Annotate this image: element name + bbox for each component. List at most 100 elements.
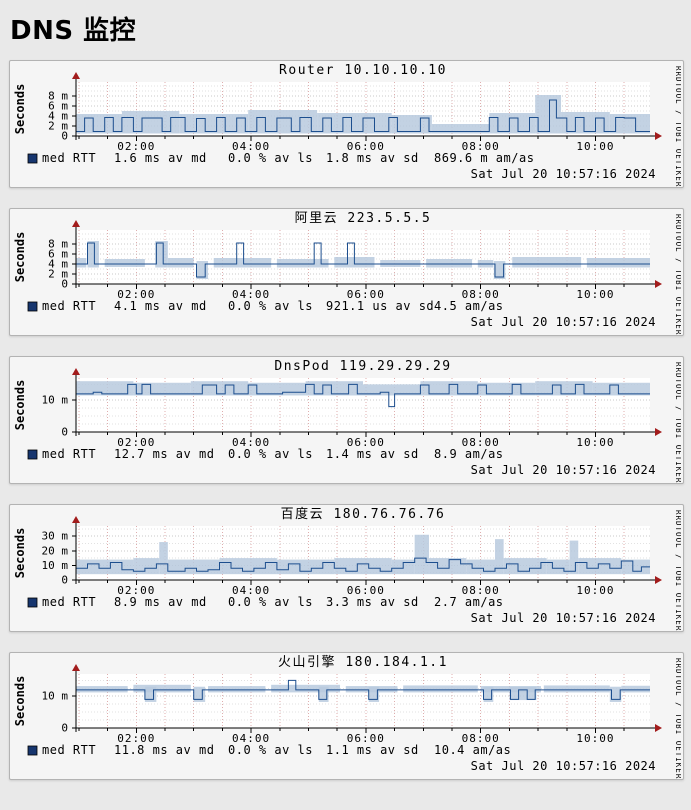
y-tick-label: 6 m [48,100,68,113]
x-axis-arrow-icon [655,724,662,732]
smoke-band [609,114,650,134]
smoke-band [543,685,610,693]
smoke-band [466,559,496,575]
smoke-band [512,257,582,268]
smoke-band [493,261,506,279]
legend-stat-1: 4.1 ms av md [114,299,207,313]
graph-title: DnsPod 119.29.29.29 [274,359,451,374]
legend-swatch [27,449,38,460]
smoke-band [276,559,335,575]
graph-title: Router 10.10.10.10 [279,63,447,78]
legend-stat-1: 12.7 ms av md [114,447,214,461]
smoke-band [578,558,622,575]
legend-stat-3: 3.3 ms av sd [326,595,419,609]
smoke-band [167,559,220,575]
smoke-band [271,684,341,693]
legend-swatch [27,745,38,756]
smoke-band [334,558,392,575]
y-axis-title: Seconds [13,84,27,135]
legend-stat-4: 869.6 m am/as [434,151,534,165]
smoke-band [429,558,467,575]
median-line [76,557,650,572]
graph-title: 百度云 180.76.76.76 [281,506,446,522]
x-tick-label: 10:00 [576,584,614,597]
legend-stat-2: 0.0 % av ls [228,595,313,609]
x-tick-label: 06:00 [347,584,385,597]
y-tick-label: 0 [61,574,68,587]
rrd-graph-2[interactable]: 02 m4 m6 m8 m 02:00 04:00 06:00 08:00 10:00 阿里… [10,209,681,335]
legend-stat-1: 1.6 ms av md [114,151,207,165]
smoke-band [621,559,650,575]
rrdtool-credit: RRDTOOL / TOBI OETIKER [674,66,681,187]
x-tick-label: 04:00 [232,288,270,301]
x-axis-arrow-icon [655,428,662,436]
graph-timestamp: Sat Jul 20 10:57:16 2024 [471,759,656,773]
y-axis-title: Seconds [13,232,27,283]
smoke-band [276,259,329,268]
smoke-band [592,382,650,396]
graph-title: 火山引擎 180.184.1.1 [278,655,448,670]
legend-label: med RTT [42,299,96,313]
smoke-band [213,258,272,268]
y-tick-label: 30 m [42,530,69,543]
rrd-graph-4[interactable]: 0 10 m 20 m30 m 02:00 04:00 06:00 08:00 10:00 百度… [10,505,681,631]
smoke-band [414,534,430,575]
smoke-band [569,540,579,575]
x-tick-label: 06:00 [347,732,385,745]
x-tick-label: 08:00 [462,288,500,301]
smoke-band [76,381,134,396]
x-tick-label: 08:00 [462,584,500,597]
y-tick-label: 10 m [42,559,69,572]
smoke-band [489,113,536,134]
smoke-band [391,115,432,134]
median-line [76,99,650,132]
smoke-band [609,686,622,702]
legend-stat-2: 0.0 % av ls [228,299,313,313]
y-axis-arrow-icon [72,72,80,79]
y-axis-arrow-icon [72,220,80,227]
legend-label: med RTT [42,151,96,165]
legend-swatch [27,153,38,164]
smoke-band [87,241,99,268]
rrd-graph-5[interactable]: 0 10 m 02:00 04:00 06:00 08:00 10:00 火山引擎 180.1… [10,653,681,779]
graph-timestamp: Sat Jul 20 10:57:16 2024 [471,167,656,181]
x-tick-label: 04:00 [232,732,270,745]
y-tick-label: 0 [61,426,68,439]
smoke-band [495,539,504,575]
rrd-graph-1[interactable]: 02 m4 m6 m8 m 02:00 04:00 06:00 08:00 10:00 Ro… [10,61,681,187]
x-tick-label: 02:00 [117,732,155,745]
y-axis-title: Seconds [13,380,27,431]
x-tick-label: 06:00 [347,140,385,153]
legend-stat-2: 0.0 % av ls [228,447,313,461]
smoke-band [248,110,318,134]
y-tick-label: 8 m [48,90,68,103]
plot-area [76,674,650,728]
rrdtool-credit: RRDTOOL / TOBI OETIKER [674,362,681,483]
legend-stat-1: 8.9 ms av md [114,595,207,609]
y-tick-label: 0 [61,278,68,291]
legend-stat-3: 921.1 us av sd [326,299,434,313]
y-tick-label: 10 m [42,690,69,703]
graph-timestamp: Sat Jul 20 10:57:16 2024 [471,463,656,477]
smoke-band [426,259,473,268]
rrdtool-credit: RRDTOOL / TOBI OETIKER [674,510,681,631]
y-tick-label: 8 m [48,238,68,251]
median-line [76,383,650,408]
rrd-graph-3[interactable]: 0 10 m 02:00 04:00 06:00 08:00 10:00 DnsPod 119… [10,357,681,483]
smoke-band [535,95,562,134]
smoke-band [76,559,134,575]
chart-panel-5: 0 10 m 02:00 04:00 06:00 08:00 10:00 火山引擎 180.1… [9,652,684,780]
smoke-band [363,384,421,396]
x-tick-label: 02:00 [117,584,155,597]
smoke-band [121,111,180,134]
smoke-band [368,686,380,702]
graph-timestamp: Sat Jul 20 10:57:16 2024 [471,315,656,329]
x-tick-label: 10:00 [576,140,614,153]
smoke-band [133,558,160,575]
smoke-band [503,558,547,575]
smoke-band [561,112,610,134]
x-tick-label: 04:00 [232,584,270,597]
y-tick-label: 6 m [48,248,68,261]
y-tick-label: 2 m [48,120,68,133]
